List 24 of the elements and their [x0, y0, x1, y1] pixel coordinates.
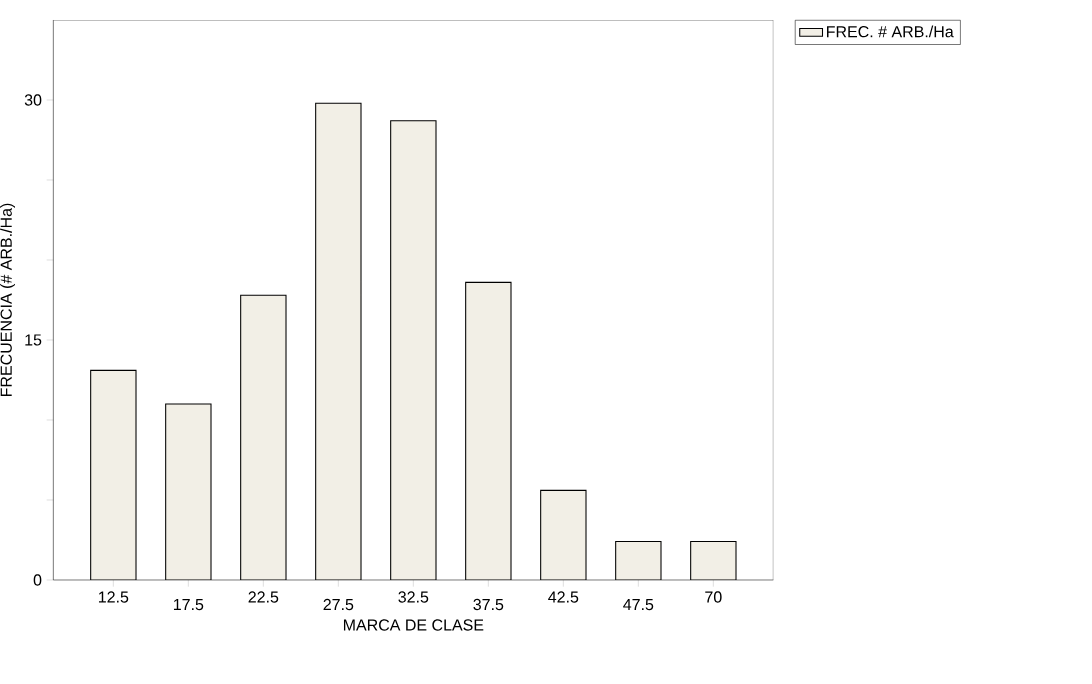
x-tick-label: 47.5 — [623, 599, 654, 611]
x-axis-title: MARCA DE CLASE — [343, 619, 484, 631]
bar — [390, 120, 437, 580]
y-tick-label: 0 — [33, 574, 42, 586]
bar — [690, 541, 737, 580]
y-tick-label: 30 — [24, 94, 42, 106]
bar — [615, 541, 662, 580]
bar — [240, 294, 287, 580]
y-tick-label: 15 — [25, 334, 42, 346]
y-axis-title: FRECUENCIA (# ARB./Ha) — [0, 203, 15, 397]
x-tick-label: 12.5 — [98, 591, 129, 603]
x-tick-label: 32.5 — [398, 591, 429, 603]
x-tick-label: 37.5 — [473, 598, 504, 611]
bar — [540, 489, 587, 580]
legend-label: FREC. # ARB./Ha — [827, 25, 954, 38]
bar — [90, 369, 137, 580]
x-tick-label: 17.5 — [173, 599, 204, 611]
x-tick-label: 22.5 — [248, 591, 279, 603]
bar — [465, 281, 512, 580]
bar — [165, 403, 212, 580]
x-tick-label: 27.5 — [323, 598, 354, 611]
x-tick-label: 42.5 — [548, 591, 579, 603]
bar — [315, 102, 362, 580]
x-tick-label: 70 — [705, 591, 722, 603]
